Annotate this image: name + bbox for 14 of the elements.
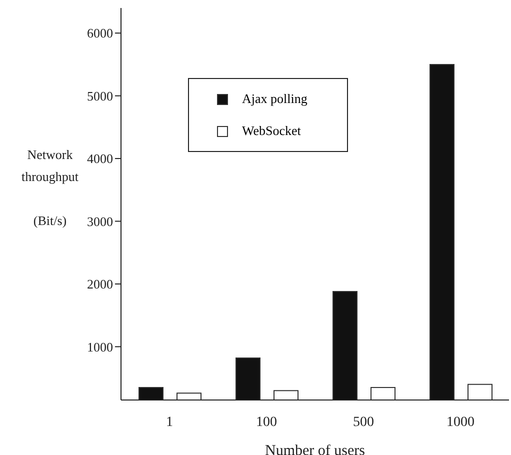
y-tick-label: 2000 (87, 276, 113, 292)
x-tick-label: 500 (353, 414, 374, 430)
x-tick-label: 1 (166, 414, 173, 430)
legend-label: Ajax polling (242, 91, 308, 107)
x-tick-label: 100 (256, 414, 277, 430)
y-tick-label: 3000 (87, 214, 113, 229)
y-tick-label: 1000 (87, 339, 113, 354)
y-tick-label: 5000 (87, 88, 113, 104)
y-tick-label: 4000 (87, 151, 113, 166)
legend-label: WebSocket (242, 123, 301, 139)
x-axis-title: Number of users (265, 443, 366, 455)
y-tick-label: 6000 (87, 26, 113, 41)
text: Network throughput (Bit/s) (21, 147, 79, 228)
x-tick-label: 1000 (446, 414, 474, 430)
